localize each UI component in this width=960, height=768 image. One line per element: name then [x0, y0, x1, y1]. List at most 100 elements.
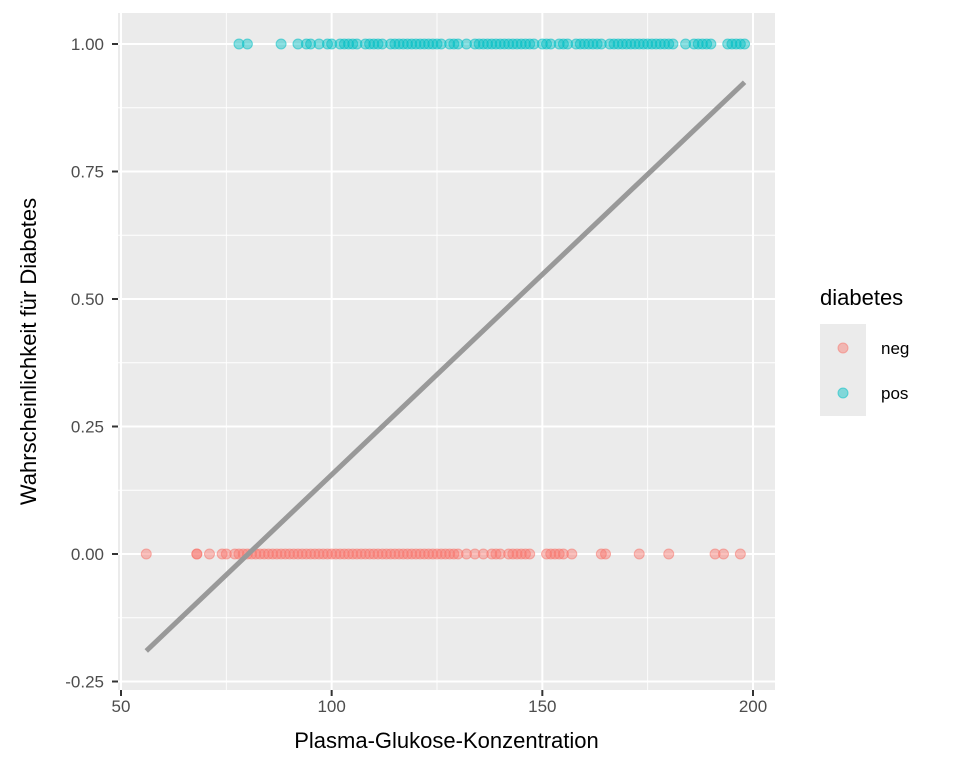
data-point-neg — [490, 548, 502, 560]
legend-title: diabetes — [820, 285, 903, 310]
data-point-neg — [343, 548, 355, 560]
y-tick-label: 0.75 — [71, 163, 104, 182]
data-point-pos — [578, 38, 590, 50]
data-point-pos — [431, 38, 443, 50]
data-point-pos — [292, 38, 304, 50]
data-point-pos — [364, 38, 376, 50]
data-point-neg — [233, 548, 245, 560]
y-tick-labels: -0.25 0.00 0.25 0.50 0.75 1.00 — [65, 35, 104, 692]
data-point-pos — [739, 38, 751, 50]
y-tick-label: 0.00 — [71, 545, 104, 564]
data-point-pos — [557, 38, 569, 50]
data-point-neg — [376, 548, 388, 560]
data-point-neg — [566, 548, 578, 560]
data-point-pos — [460, 38, 472, 50]
data-point-pos — [705, 38, 717, 50]
data-point-neg — [359, 548, 371, 560]
data-point-pos — [545, 38, 557, 50]
data-point-neg — [469, 548, 481, 560]
data-point-neg — [355, 548, 367, 560]
data-point-pos — [629, 38, 641, 50]
x-tick-label: 50 — [112, 697, 131, 716]
data-point-pos — [511, 38, 523, 50]
data-point-pos — [663, 38, 675, 50]
data-point-neg — [334, 548, 346, 560]
data-point-pos — [591, 38, 603, 50]
data-point-pos — [570, 38, 582, 50]
plot-panel — [118, 13, 775, 690]
data-point-pos — [587, 38, 599, 50]
data-point-pos — [444, 38, 456, 50]
data-point-pos — [427, 38, 439, 50]
data-point-neg — [600, 548, 612, 560]
data-point-pos — [654, 38, 666, 50]
data-point-pos — [515, 38, 527, 50]
data-point-neg — [553, 548, 565, 560]
data-point-pos — [494, 38, 506, 50]
data-point-neg — [220, 548, 232, 560]
data-point-pos — [326, 38, 338, 50]
data-point-pos — [482, 38, 494, 50]
data-point-pos — [612, 38, 624, 50]
data-point-neg — [191, 548, 203, 560]
data-point-pos — [583, 38, 595, 50]
data-point-pos — [393, 38, 405, 50]
data-point-neg — [663, 548, 675, 560]
y-tick-label: 0.25 — [71, 418, 104, 437]
data-point-pos — [688, 38, 700, 50]
data-point-pos — [275, 38, 287, 50]
data-point-pos — [385, 38, 397, 50]
data-point-pos — [338, 38, 350, 50]
data-point-neg — [397, 548, 409, 560]
data-point-neg — [452, 548, 464, 560]
data-point-neg — [718, 548, 730, 560]
data-point-neg — [300, 548, 312, 560]
data-point-pos — [469, 38, 481, 50]
data-point-pos — [233, 38, 245, 50]
data-point-pos — [372, 38, 384, 50]
data-point-neg — [406, 548, 418, 560]
x-tick-label: 100 — [317, 697, 345, 716]
data-point-neg — [418, 548, 430, 560]
x-tick-label: 150 — [528, 697, 556, 716]
data-point-pos — [406, 38, 418, 50]
data-point-neg — [549, 548, 561, 560]
data-point-pos — [423, 38, 435, 50]
data-point-pos — [376, 38, 388, 50]
data-point-neg — [414, 548, 426, 560]
legend-key-pos — [837, 387, 849, 399]
data-point-pos — [536, 38, 548, 50]
data-point-neg — [330, 548, 342, 560]
data-point-pos — [347, 38, 359, 50]
data-point-neg — [313, 548, 325, 560]
data-point-pos — [448, 38, 460, 50]
data-point-neg — [541, 548, 553, 560]
data-point-pos — [659, 38, 671, 50]
data-point-neg — [460, 548, 472, 560]
data-point-pos — [726, 38, 738, 50]
data-point-neg — [709, 548, 721, 560]
data-point-pos — [616, 38, 628, 50]
y-axis-title: Wahrscheinlichkeit für Diabetes — [16, 198, 41, 505]
data-point-pos — [414, 38, 426, 50]
data-point-neg — [140, 548, 152, 560]
x-axis-title: Plasma-Glukose-Konzentration — [294, 728, 598, 753]
data-point-pos — [507, 38, 519, 50]
data-point-pos — [692, 38, 704, 50]
data-point-pos — [473, 38, 485, 50]
data-point-pos — [343, 38, 355, 50]
data-point-neg — [439, 548, 451, 560]
data-point-neg — [288, 548, 300, 560]
data-point-pos — [722, 38, 734, 50]
data-point-pos — [604, 38, 616, 50]
data-point-pos — [477, 38, 489, 50]
y-tick-label: -0.25 — [65, 673, 104, 692]
data-point-neg — [524, 548, 536, 560]
data-point-neg — [431, 548, 443, 560]
data-point-neg — [410, 548, 422, 560]
data-point-pos — [528, 38, 540, 50]
data-point-neg — [305, 548, 317, 560]
legend-label-pos: pos — [881, 384, 908, 403]
data-point-pos — [389, 38, 401, 50]
